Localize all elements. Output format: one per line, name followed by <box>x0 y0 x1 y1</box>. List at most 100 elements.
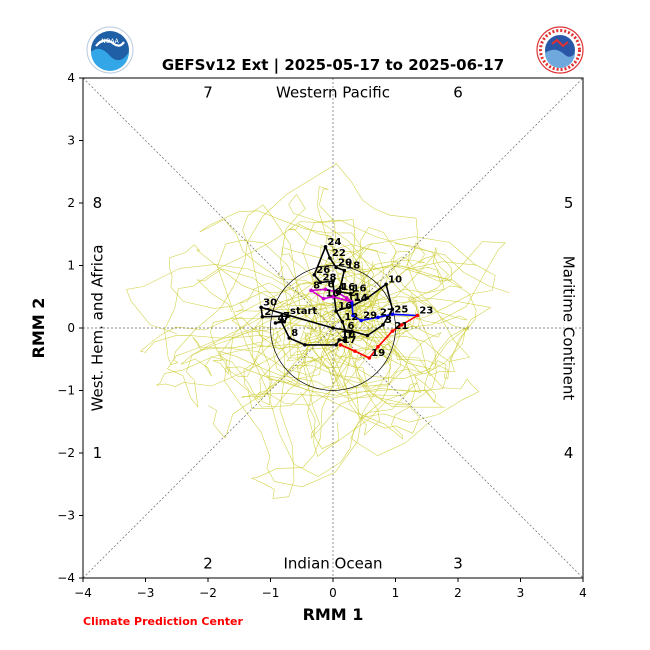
trajectory-point-label: 14 <box>354 293 368 304</box>
phase-label: 6 <box>453 83 463 101</box>
trajectory-point <box>353 349 357 353</box>
phase-label: 8 <box>93 194 103 212</box>
x-tick-label: 2 <box>454 586 462 600</box>
trajectory-point <box>343 329 348 333</box>
trajectory-point <box>331 326 335 330</box>
ensemble-member-line <box>139 243 449 390</box>
credit-label: Climate Prediction Center <box>83 615 243 628</box>
ensemble-member-line <box>302 219 510 420</box>
trajectory-point <box>365 333 370 338</box>
ensemble-member-line <box>208 296 492 439</box>
trajectory-point-label: 27 <box>380 307 394 318</box>
trajectory-point-label: 19 <box>371 348 385 359</box>
y-tick-label: −1 <box>57 384 75 398</box>
trajectory-line <box>313 246 353 312</box>
y-tick-label: 1 <box>67 259 75 273</box>
noaa-logo: NOAA <box>86 26 134 74</box>
trajectory-point <box>260 314 265 319</box>
ensemble-member-line <box>164 162 419 365</box>
trajectory-point-label: 10 <box>388 274 402 285</box>
y-tick-label: −2 <box>57 446 75 460</box>
ensemble-member-line <box>282 247 431 457</box>
unit-circle <box>270 265 396 391</box>
national-weather-service-logo <box>536 26 584 74</box>
trajectory-point-label: 24 <box>328 237 342 248</box>
ensemble-member-line <box>280 193 375 450</box>
trajectory-point-label: 16 <box>341 282 355 293</box>
trajectory-point-label: 7 <box>346 331 353 342</box>
trajectory-point <box>390 329 395 333</box>
ensemble-member-line <box>286 242 471 407</box>
trajectory-point-label: 23 <box>419 306 433 317</box>
phase-label: 7 <box>203 83 213 101</box>
region-label-left: West. Hem. and Africa <box>88 245 106 412</box>
trajectory-point-label: 8 <box>291 328 298 339</box>
y-tick-label: −4 <box>57 571 75 585</box>
trajectory-point <box>390 307 395 312</box>
trajectory-point <box>273 321 278 325</box>
y-tick-label: −3 <box>57 509 75 523</box>
ensemble-member-line <box>251 270 384 396</box>
trajectory-point <box>348 291 353 296</box>
trajectory-point-label: start <box>290 306 317 317</box>
trajectory-point <box>365 296 370 300</box>
trajectory-point-label: 26 <box>316 265 330 276</box>
trajectory-point-label: 16 <box>338 301 352 312</box>
trajectory-point <box>334 343 338 347</box>
ensemble-member-line <box>217 239 480 477</box>
trajectory-point <box>334 265 338 270</box>
trajectory-point-label: 17 <box>343 335 357 346</box>
y-axis-label: RMM 2 <box>29 298 48 359</box>
trajectory-point <box>309 288 313 293</box>
trajectory-point-label: 30 <box>263 297 277 308</box>
ensemble-member-line <box>242 204 424 406</box>
trajectory-point-label: 1 <box>354 292 361 303</box>
trajectory-point <box>342 268 347 273</box>
trajectory-point <box>287 336 292 340</box>
trajectory-point <box>344 296 349 300</box>
trajectory-point <box>415 313 420 318</box>
chart-title: GEFSv12 Ext | 2025-05-17 to 2025-06-17 <box>162 56 504 75</box>
y-tick-label: 4 <box>67 71 75 85</box>
trajectory-point-label: 4 <box>338 282 345 293</box>
trajectory-point <box>331 279 335 283</box>
trajectory-point-label: 2 <box>349 288 356 299</box>
x-tick-label: −4 <box>74 586 92 600</box>
phase-label: 3 <box>453 555 463 573</box>
trajectory-point-label: 12 <box>344 312 358 323</box>
trajectory-point <box>259 305 263 310</box>
trajectory-point <box>312 273 317 277</box>
trajectory-point <box>337 338 342 342</box>
trajectory-point-label: 28 <box>323 272 337 283</box>
trajectory-point <box>334 309 338 313</box>
region-label-right: Maritime Continent <box>560 256 578 401</box>
x-tick-label: −3 <box>137 586 155 600</box>
ensemble-member-line <box>241 261 496 408</box>
trajectory-point-label: 10 <box>326 289 340 300</box>
trajectory-point <box>376 315 380 320</box>
trajectory-point <box>367 356 372 360</box>
y-tick-label: 2 <box>67 196 75 210</box>
trajectory-line <box>351 302 418 322</box>
ensemble-member-line <box>268 247 445 436</box>
ensemble-member-line <box>250 234 388 499</box>
trajectory-point <box>359 318 363 323</box>
phase-label: 4 <box>564 444 574 462</box>
trajectory-point <box>321 296 326 301</box>
trajectory-point <box>338 343 343 347</box>
trajectory-point <box>342 338 347 343</box>
trajectory-point-label: 20 <box>338 257 352 268</box>
trajectory-point <box>318 280 323 285</box>
ensemble-member-line <box>300 226 436 458</box>
trajectory-point <box>303 343 307 347</box>
phase-label: 1 <box>93 444 103 462</box>
y-tick-label: 3 <box>67 134 75 148</box>
trajectory-point <box>279 319 283 323</box>
ensemble-member-line <box>225 254 453 440</box>
trajectory-point <box>331 294 335 299</box>
trajectory-point <box>381 323 385 327</box>
trajectory-point <box>323 287 328 292</box>
trajectory-point-label: 6 <box>348 321 355 332</box>
